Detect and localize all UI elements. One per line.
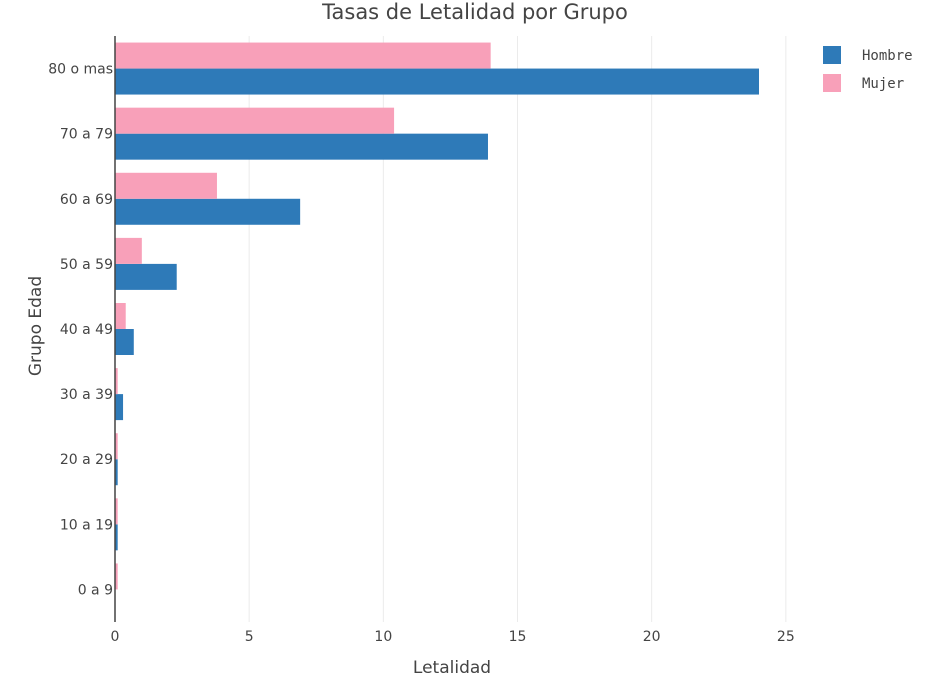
x-tick-label: 10 (374, 629, 392, 645)
x-tick-label: 15 (509, 629, 527, 645)
bar-hombre-60-a-69[interactable] (115, 198, 301, 225)
bar-mujer-0-a-9[interactable] (115, 563, 118, 590)
chart-title: Tasas de Letalidad por Grupo (321, 0, 628, 24)
x-axis-title: Letalidad (413, 658, 491, 678)
y-axis-ticks: 0 a 9 10 a 19 20 a 29 30 a 39 40 a 49 50 a 59… (48, 62, 113, 599)
x-tick-label: 20 (643, 629, 661, 645)
legend-label-hombre: Hombre (862, 48, 913, 64)
y-axis-title: Grupo Edad (26, 276, 46, 376)
bar-mujer-40-a-49[interactable] (115, 303, 126, 329)
x-axis-ticks: 0 5 10 15 20 25 (111, 629, 795, 645)
bar-mujer-70-a-79[interactable] (115, 107, 395, 134)
y-tick-label: 30 a 39 (60, 387, 113, 403)
y-tick-label: 10 a 19 (60, 517, 113, 533)
y-tick-label: 80 o mas (48, 62, 113, 78)
bar-hombre-30-a-39[interactable] (115, 394, 124, 421)
x-tick-label: 0 (111, 629, 120, 645)
bar-hombre-10-a-19[interactable] (115, 524, 118, 551)
bar-mujer-30-a-39[interactable] (115, 368, 118, 395)
bars (115, 42, 759, 590)
y-tick-label: 40 a 49 (60, 322, 113, 338)
bar-hombre-40-a-49[interactable] (115, 329, 134, 355)
bar-mujer-50-a-59[interactable] (115, 237, 142, 264)
y-tick-label: 50 a 59 (60, 257, 113, 273)
bar-mujer-20-a-29[interactable] (115, 433, 118, 460)
bar-mujer-10-a-19[interactable] (115, 498, 118, 525)
x-tick-label: 5 (245, 629, 254, 645)
bar-hombre-20-a-29[interactable] (115, 459, 118, 486)
legend-swatch-hombre (823, 46, 841, 64)
y-tick-label: 20 a 29 (60, 452, 113, 468)
legend[interactable]: Hombre Mujer (823, 46, 913, 92)
legend-swatch-mujer (823, 74, 841, 92)
legend-label-mujer: Mujer (862, 76, 904, 92)
y-tick-label: 0 a 9 (78, 582, 113, 598)
x-tick-label: 25 (777, 629, 795, 645)
bar-hombre-80-o-mas[interactable] (115, 68, 759, 95)
bar-hombre-70-a-79[interactable] (115, 133, 488, 160)
bar-hombre-50-a-59[interactable] (115, 263, 177, 290)
bar-mujer-80-o-mas[interactable] (115, 42, 491, 69)
y-tick-label: 70 a 79 (60, 127, 113, 143)
bar-mujer-60-a-69[interactable] (115, 172, 217, 199)
y-tick-label: 60 a 69 (60, 192, 113, 208)
